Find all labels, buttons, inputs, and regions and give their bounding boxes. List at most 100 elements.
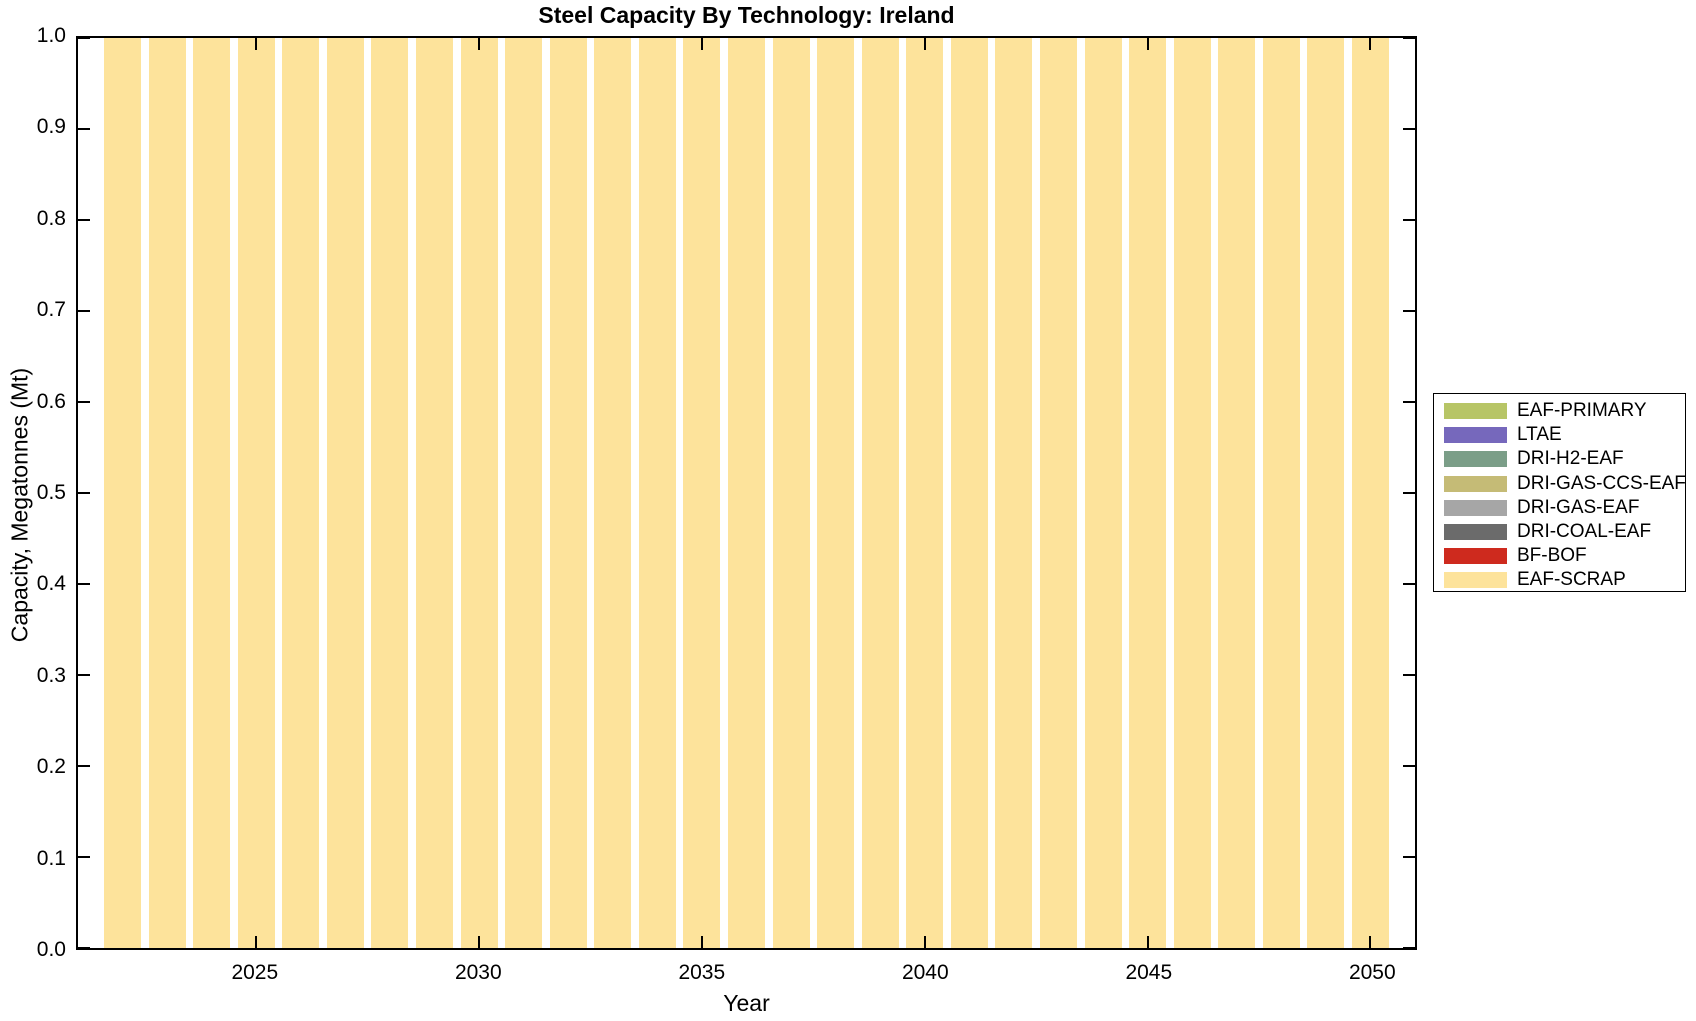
- y-tick-0.3: [78, 674, 90, 676]
- bar-2030-eaf-scrap: [460, 38, 498, 948]
- bar-2034-eaf-scrap: [638, 38, 676, 948]
- legend-label-dri-h2-eaf: DRI-H2-EAF: [1517, 448, 1624, 470]
- y-tick-0.5: [78, 492, 90, 494]
- bar-2038-eaf-scrap: [817, 38, 855, 948]
- y-tick-label-0.7: 0.7: [36, 298, 66, 322]
- bar-2041-eaf-scrap: [950, 38, 988, 948]
- y-tick-0.7: [78, 310, 90, 312]
- bar-2049-eaf-scrap: [1307, 38, 1345, 948]
- plot-area: [76, 36, 1417, 950]
- legend-swatch-eaf-scrap: [1444, 572, 1507, 589]
- y-tick-label-0.3: 0.3: [36, 663, 66, 687]
- y-tick-0.4: [78, 583, 90, 585]
- legend-item-dri-gas-ccs-eaf: DRI-GAS-CCS-EAF: [1444, 472, 1686, 496]
- y-tick-label-1.0: 1.0: [36, 24, 66, 47]
- legend-label-eaf-primary: EAF-PRIMARY: [1517, 400, 1647, 422]
- x-tick-2045: [1146, 936, 1149, 948]
- x-tick-2030: [478, 38, 481, 50]
- x-axis-label: Year: [723, 990, 770, 1016]
- x-tick-2025: [255, 936, 258, 948]
- legend-swatch-dri-coal-eaf: [1444, 524, 1507, 541]
- y-tick-0.1: [78, 856, 90, 858]
- y-tick-0.6: [1403, 401, 1415, 403]
- bar-2026-eaf-scrap: [282, 38, 320, 948]
- x-tick-2040: [923, 936, 926, 948]
- legend-label-dri-gas-ccs-eaf: DRI-GAS-CCS-EAF: [1517, 472, 1686, 494]
- bar-2048-eaf-scrap: [1262, 38, 1300, 948]
- x-tick-label-2040: 2040: [901, 961, 949, 984]
- legend-item-ltae: LTAE: [1444, 423, 1685, 447]
- y-tick-0.6: [78, 401, 90, 403]
- y-tick-0.1: [1403, 856, 1415, 858]
- legend-label-dri-gas-eaf: DRI-GAS-EAF: [1517, 496, 1640, 518]
- bar-2036-eaf-scrap: [728, 38, 765, 948]
- bar-2027-eaf-scrap: [326, 38, 364, 948]
- x-tick-label-2030: 2030: [454, 961, 502, 984]
- y-tick-0.9: [1403, 128, 1415, 130]
- y-tick-label-0.6: 0.6: [36, 389, 66, 413]
- legend-item-eaf-scrap: EAF-SCRAP: [1444, 568, 1685, 592]
- chart-title: Steel Capacity By Technology: Ireland: [538, 2, 955, 28]
- y-tick-0.8: [78, 219, 90, 221]
- y-tick-1.0: [78, 38, 90, 39]
- x-tick-label-2035: 2035: [678, 961, 726, 984]
- x-tick-2050: [1369, 936, 1372, 948]
- bar-2028-eaf-scrap: [371, 38, 409, 948]
- bar-2039-eaf-scrap: [861, 38, 899, 948]
- legend-swatch-eaf-primary: [1444, 403, 1507, 420]
- y-tick-label-0.5: 0.5: [36, 481, 66, 504]
- y-tick-0.8: [1403, 219, 1415, 221]
- y-tick-0.7: [1403, 310, 1415, 312]
- bar-2025-eaf-scrap: [237, 38, 275, 948]
- legend-swatch-dri-h2-eaf: [1444, 451, 1507, 468]
- legend-item-eaf-primary: EAF-PRIMARY: [1444, 399, 1685, 423]
- y-tick-0.4: [1403, 583, 1415, 585]
- y-tick-0.2: [78, 765, 90, 767]
- y-tick-0.5: [1403, 492, 1415, 494]
- y-tick-0.0: [78, 947, 90, 948]
- bar-2023-eaf-scrap: [148, 38, 186, 948]
- bar-2043-eaf-scrap: [1039, 38, 1077, 948]
- bar-2047-eaf-scrap: [1218, 38, 1256, 948]
- y-tick-label-0.8: 0.8: [36, 206, 66, 230]
- bar-2032-eaf-scrap: [549, 38, 587, 948]
- legend-item-dri-coal-eaf: DRI-COAL-EAF: [1444, 520, 1685, 544]
- legend-swatch-dri-gas-ccs-eaf: [1444, 475, 1507, 492]
- bar-2024-eaf-scrap: [193, 38, 231, 948]
- legend-label-eaf-scrap: EAF-SCRAP: [1517, 569, 1626, 591]
- bar-2046-eaf-scrap: [1173, 38, 1211, 948]
- x-tick-label-2025: 2025: [231, 961, 279, 984]
- bar-2042-eaf-scrap: [995, 38, 1033, 948]
- legend-swatch-ltae: [1444, 427, 1507, 444]
- bar-2022-eaf-scrap: [104, 38, 142, 948]
- x-tick-2035: [700, 38, 703, 50]
- bar-2033-eaf-scrap: [594, 38, 632, 948]
- legend-label-ltae: LTAE: [1517, 424, 1562, 446]
- bar-2050-eaf-scrap: [1351, 38, 1389, 948]
- legend-swatch-bf-bof: [1444, 548, 1507, 565]
- x-tick-2050: [1369, 38, 1372, 50]
- x-tick-2030: [478, 936, 481, 948]
- y-tick-label-0.2: 0.2: [36, 755, 66, 779]
- legend-item-dri-h2-eaf: DRI-H2-EAF: [1444, 447, 1685, 471]
- y-tick-label-0.9: 0.9: [36, 115, 66, 139]
- bar-2040-eaf-scrap: [906, 38, 944, 948]
- y-tick-0.0: [1403, 947, 1415, 948]
- y-tick-1.0: [1403, 38, 1415, 39]
- y-tick-label-0.0: 0.0: [36, 938, 66, 961]
- y-tick-0.2: [1403, 765, 1415, 767]
- y-tick-0.9: [78, 128, 90, 130]
- bar-2045-eaf-scrap: [1129, 38, 1167, 948]
- y-tick-label-0.1: 0.1: [36, 846, 66, 870]
- x-tick-2045: [1146, 38, 1149, 50]
- legend-label-dri-coal-eaf: DRI-COAL-EAF: [1517, 521, 1652, 543]
- x-tick-label-2045: 2045: [1125, 961, 1173, 984]
- bar-2029-eaf-scrap: [416, 38, 454, 948]
- bar-2044-eaf-scrap: [1084, 38, 1122, 948]
- legend: EAF-PRIMARY LTAE DRI-H2-EAF DRI-GAS-CCS-EAF…: [1433, 393, 1686, 592]
- bar-2031-eaf-scrap: [505, 38, 543, 948]
- bar-2035-eaf-scrap: [683, 38, 721, 948]
- legend-label-bf-bof: BF-BOF: [1517, 545, 1587, 567]
- legend-swatch-dri-gas-eaf: [1444, 499, 1507, 516]
